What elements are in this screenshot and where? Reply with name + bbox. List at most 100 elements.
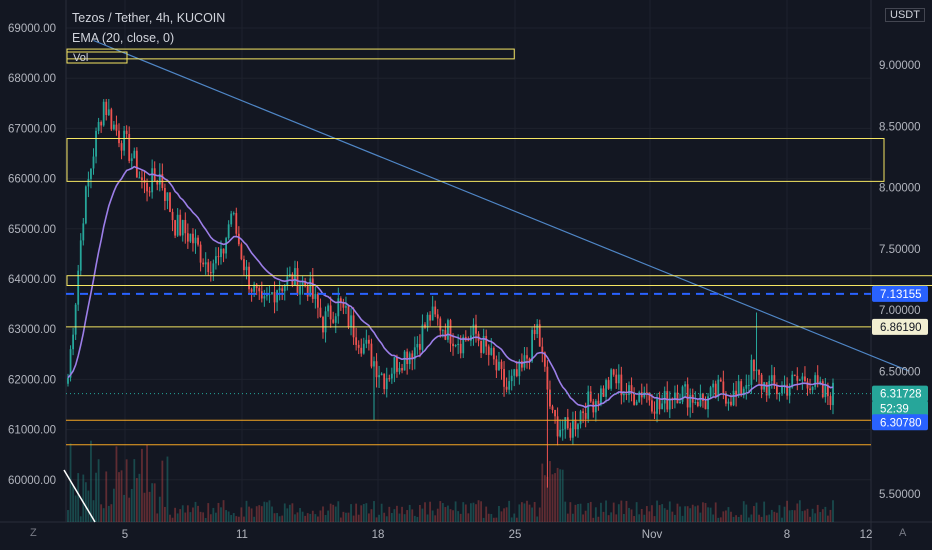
- candle-body: [250, 289, 253, 292]
- candle-body: [230, 213, 233, 225]
- volume-bar: [370, 509, 373, 522]
- candle-body: [434, 306, 437, 315]
- candle-body: [778, 393, 781, 395]
- volume-bar: [365, 503, 368, 522]
- candle-body: [663, 391, 666, 404]
- volume-bar: [457, 511, 460, 522]
- candle-body: [832, 382, 834, 406]
- candle-body: [176, 214, 179, 236]
- volume-bar: [133, 459, 136, 522]
- volume-bar: [258, 505, 261, 522]
- candle-body: [768, 380, 771, 396]
- volume-bar: [393, 509, 396, 522]
- volume-bar: [686, 506, 689, 522]
- volume-bar: [556, 467, 559, 522]
- candle-body: [760, 374, 763, 390]
- volume-bar: [148, 491, 151, 522]
- volume-bar: [383, 512, 386, 522]
- ema-indicator-label[interactable]: EMA (20, close, 0): [72, 31, 175, 45]
- candle-body: [449, 320, 452, 344]
- volume-bar: [380, 503, 383, 522]
- candle-body: [220, 248, 222, 258]
- left-axis-tick: 60000.00: [8, 475, 56, 487]
- candle-body: [97, 122, 100, 131]
- candle-body: [306, 286, 309, 297]
- volume-bar: [110, 504, 113, 522]
- volume-bar: [102, 508, 105, 522]
- volume-bar: [306, 513, 309, 522]
- candle-body: [798, 379, 801, 381]
- left-axis-tick: 66000.00: [8, 174, 56, 186]
- candle-body: [324, 311, 327, 333]
- timezone-toggle[interactable]: Z: [30, 527, 37, 539]
- candle-body: [696, 401, 699, 407]
- candle-body: [518, 361, 521, 377]
- volume-bar: [819, 512, 822, 522]
- symbol-title[interactable]: Tezos / Tether, 4h, KUCOIN: [72, 11, 226, 25]
- candle-body: [258, 288, 261, 292]
- volume-bar: [796, 503, 799, 522]
- volume-bar: [245, 500, 248, 522]
- volume-bar: [661, 504, 664, 522]
- volume-bar: [480, 501, 482, 522]
- candle-body: [92, 156, 95, 169]
- volume-bar: [143, 492, 146, 522]
- volume-bar: [740, 514, 743, 522]
- candle-body: [166, 192, 169, 201]
- candle-body: [271, 292, 273, 294]
- volume-bar: [689, 508, 692, 522]
- volume-bar: [633, 516, 635, 522]
- currency-label[interactable]: USDT: [885, 8, 925, 22]
- volume-bar: [273, 513, 276, 522]
- volume-bar: [551, 474, 554, 522]
- candle-body: [110, 109, 113, 130]
- candle-body: [151, 168, 154, 193]
- volume-bar: [204, 517, 207, 522]
- volume-bar: [82, 474, 85, 522]
- candle-body: [824, 385, 827, 398]
- auto-scale-toggle[interactable]: A: [899, 527, 907, 539]
- left-axis-tick: 62000.00: [8, 374, 56, 386]
- volume-bar: [141, 448, 143, 522]
- candle-body: [674, 392, 676, 401]
- volume-bar: [125, 459, 128, 522]
- volume-bar: [419, 504, 421, 522]
- volume-bar: [515, 517, 518, 522]
- candle-body: [495, 359, 498, 371]
- volume-bar: [778, 505, 781, 522]
- volume-bar: [439, 501, 442, 522]
- downtrend-line: [93, 39, 910, 372]
- volume-bar: [113, 488, 115, 522]
- candle-body: [745, 385, 748, 389]
- candle-body: [709, 387, 712, 397]
- volume-bar: [832, 500, 834, 522]
- candle-body: [577, 424, 579, 430]
- candle-body: [77, 270, 80, 305]
- volume-bar: [610, 512, 613, 522]
- volume-bar: [388, 506, 391, 522]
- candle-body: [811, 386, 814, 391]
- volume-bar: [798, 500, 801, 522]
- volume-bar: [431, 510, 434, 522]
- volume-bar: [120, 470, 123, 522]
- left-axis-tick: 65000.00: [8, 224, 56, 236]
- volume-bar: [577, 504, 579, 522]
- volume-bar: [413, 515, 416, 522]
- candle-body: [770, 375, 773, 381]
- candle-body: [380, 373, 383, 376]
- candle-body: [487, 346, 490, 355]
- volume-bar: [607, 515, 610, 522]
- volume-bar: [176, 513, 179, 522]
- volume-bar: [189, 512, 192, 522]
- candle-body: [821, 381, 824, 398]
- candle-body: [378, 375, 380, 378]
- volume-bar: [477, 500, 480, 522]
- candle-body: [625, 393, 628, 395]
- volume-bar: [694, 506, 697, 522]
- candle-body: [699, 393, 702, 407]
- candle-body: [263, 296, 266, 299]
- candle-body: [337, 298, 340, 317]
- volume-bar: [737, 516, 740, 522]
